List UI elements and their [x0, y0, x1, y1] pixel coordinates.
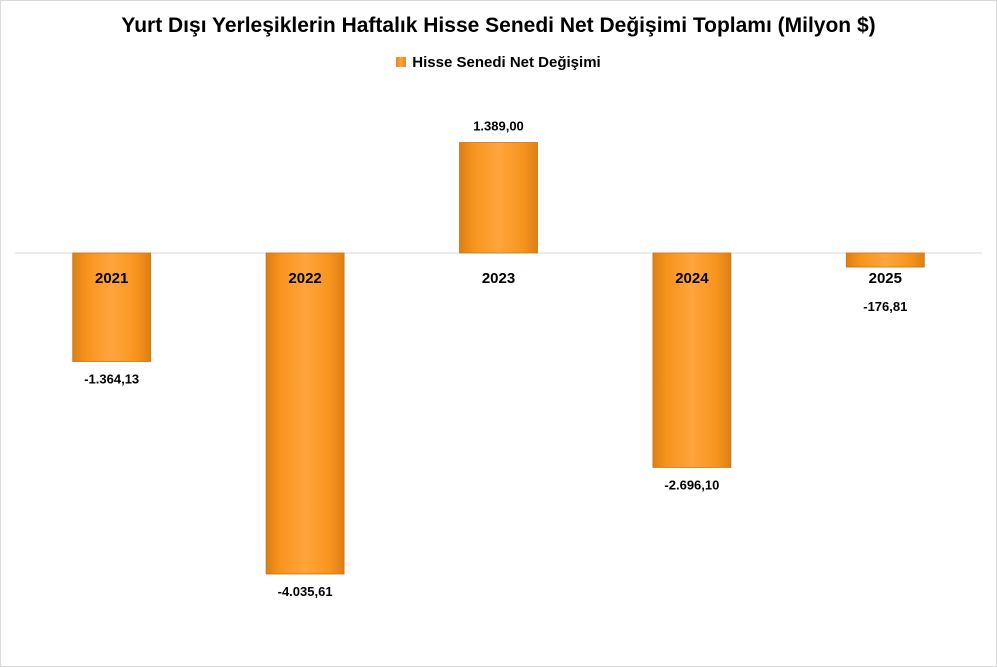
- bar-2022: [265, 252, 345, 575]
- bar-2024: [652, 252, 732, 468]
- value-label-2022: -4.035,61: [278, 584, 333, 599]
- category-label-2024: 2024: [675, 270, 709, 287]
- bar-2023: [459, 142, 538, 254]
- bar-2021: [72, 252, 152, 362]
- category-label-2025: 2025: [869, 270, 902, 287]
- value-label-2024: -2.696,10: [664, 477, 719, 492]
- value-label-2021: -1.364,13: [84, 372, 139, 387]
- value-label-2025: -176,81: [863, 299, 907, 314]
- legend-swatch: [396, 57, 407, 67]
- legend-label: Hisse Senedi Net Değişimi: [412, 54, 601, 71]
- category-label-2021: 2021: [95, 270, 128, 287]
- category-label-2023: 2023: [482, 270, 515, 287]
- chart-legend: Hisse Senedi Net Değişimi: [0, 54, 997, 71]
- category-label-2022: 2022: [288, 270, 321, 287]
- bar-2025: [845, 252, 925, 268]
- chart-title: Yurt Dışı Yerleşiklerin Haftalık Hisse S…: [121, 14, 876, 37]
- value-label-2023: 1.389,00: [473, 119, 524, 134]
